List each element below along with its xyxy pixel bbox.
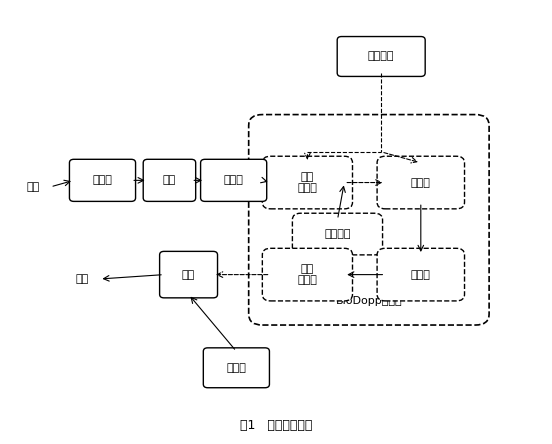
Text: 泵房: 泵房 [163, 175, 176, 185]
FancyBboxPatch shape [293, 213, 383, 255]
Text: 除磷区: 除磷区 [411, 270, 431, 280]
FancyBboxPatch shape [70, 159, 136, 202]
Text: 细格栅: 细格栅 [224, 175, 243, 185]
FancyBboxPatch shape [160, 251, 217, 298]
Text: 图1   提标改造工艺: 图1 提标改造工艺 [240, 420, 312, 432]
Text: 回流污泥: 回流污泥 [324, 229, 351, 239]
Text: 曝气区: 曝气区 [411, 178, 431, 187]
FancyBboxPatch shape [377, 248, 465, 301]
Text: 空气
推流区: 空气 推流区 [298, 172, 317, 193]
FancyBboxPatch shape [337, 36, 425, 76]
FancyBboxPatch shape [143, 159, 195, 202]
Text: 进水: 进水 [26, 182, 39, 192]
Text: 加药间: 加药间 [226, 363, 246, 373]
Text: BioDopp生化池: BioDopp生化池 [336, 296, 402, 306]
FancyBboxPatch shape [262, 248, 353, 301]
Text: 滤池: 滤池 [182, 270, 195, 280]
FancyBboxPatch shape [249, 115, 489, 325]
Text: 出水: 出水 [76, 274, 89, 284]
Text: 鼓风机房: 鼓风机房 [368, 52, 395, 61]
FancyBboxPatch shape [377, 156, 465, 209]
FancyBboxPatch shape [200, 159, 267, 202]
Text: 快速
澄清区: 快速 澄清区 [298, 264, 317, 285]
FancyBboxPatch shape [262, 156, 353, 209]
FancyBboxPatch shape [203, 348, 269, 388]
Text: 粗格栅: 粗格栅 [93, 175, 113, 185]
